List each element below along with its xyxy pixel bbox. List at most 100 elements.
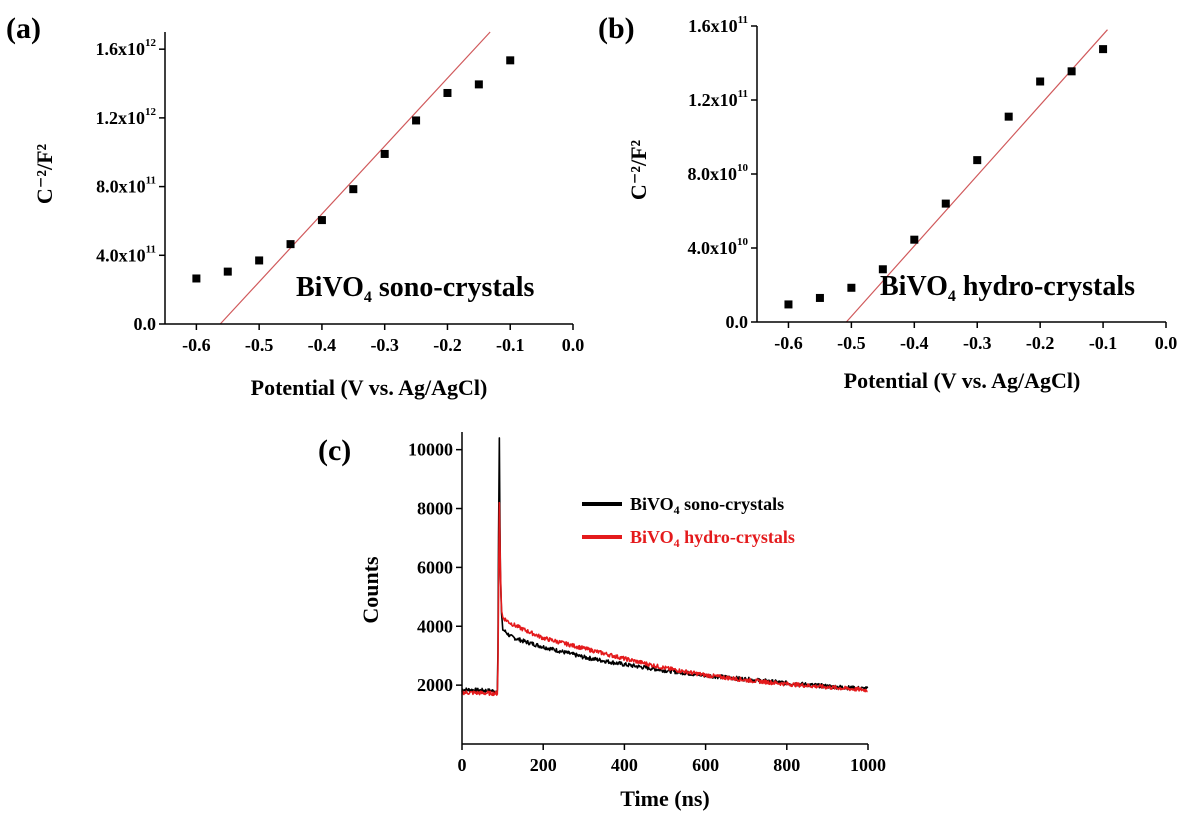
y-tick-exponent: 11	[738, 88, 748, 100]
y-tick-base: 1.6x10	[96, 39, 146, 59]
data-point	[910, 235, 919, 244]
data-point	[412, 116, 421, 125]
data-point	[878, 265, 887, 274]
panel-b-xlabel: Potential (V vs. Ag/AgCl)	[844, 368, 1081, 393]
data-point	[286, 240, 295, 249]
legend-entry-sub: 4	[674, 503, 680, 517]
legend-entry-sub: 4	[674, 536, 680, 550]
panel-a-annotation: BiVO4 sono-crystals	[296, 272, 535, 306]
panel-a-annotation-sub: 4	[364, 289, 372, 306]
panel-b-annotation-main: BiVO	[880, 271, 948, 302]
legend-entry: BiVO4 sono-crystals	[630, 494, 784, 517]
series-line	[461, 501, 868, 697]
y-tick-base: 0.0	[726, 312, 749, 332]
data-point	[349, 185, 358, 194]
y-tick-label: 4.0x1011	[96, 243, 156, 265]
legend-entry-main: BiVO	[630, 527, 674, 547]
y-tick-label: 4.0x1010	[688, 236, 749, 258]
y-tick-label: 8.0x1011	[96, 175, 156, 197]
data-point	[815, 293, 824, 302]
data-point	[1004, 112, 1013, 121]
y-tick-exponent: 11	[738, 14, 748, 26]
legend-entry-rest: sono-crystals	[680, 494, 785, 514]
panel-a-label: (a)	[6, 12, 41, 45]
y-tick-label: 1.2x1011	[688, 88, 748, 110]
y-tick-base: 8.0x10	[688, 164, 738, 184]
panel-c-xlabel: Time (ns)	[620, 786, 709, 811]
y-tick-base: 1.6x10	[688, 16, 738, 36]
x-tick-label: -0.6	[774, 333, 803, 353]
x-tick-label: -0.1	[496, 335, 525, 355]
y-tick-label: 4000	[417, 616, 453, 636]
y-tick-base: 4.0x10	[96, 245, 146, 265]
panel-a-annotation-rest: sono-crystals	[372, 272, 535, 303]
panel-b-annotation-sub: 4	[948, 288, 956, 305]
panel-a-xlabel: Potential (V vs. Ag/AgCl)	[251, 375, 488, 400]
data-point	[941, 199, 950, 208]
data-point	[973, 156, 982, 165]
y-tick-label: 1.6x1011	[688, 14, 748, 36]
x-tick-label: -0.2	[433, 335, 462, 355]
x-tick-label: -0.5	[245, 335, 274, 355]
fit-line	[219, 31, 491, 325]
x-tick-label: 600	[692, 755, 719, 775]
y-tick-exponent: 11	[146, 175, 156, 187]
y-tick-base: 1.2x10	[96, 108, 146, 128]
x-tick-label: 0	[458, 755, 467, 775]
y-tick-label: 0.0	[134, 314, 157, 334]
panel-c-label: (c)	[318, 434, 351, 467]
panel-b: (b) -0.6 -0.5 -0.4 -0.3 -0.2 -0.1 0.0 0.0 4.0x10…	[598, 12, 1177, 393]
data-point	[1099, 45, 1108, 54]
x-tick-label: 1000	[850, 755, 886, 775]
x-tick-label: -0.2	[1026, 333, 1055, 353]
y-tick-label: 1.2x1012	[96, 106, 157, 128]
y-tick-base: 8.0x10	[96, 177, 146, 197]
x-tick-label: -0.5	[837, 333, 866, 353]
y-tick-label: 8000	[417, 499, 453, 519]
x-tick-label: 200	[530, 755, 557, 775]
y-tick-label: 8.0x1010	[688, 162, 749, 184]
panel-a-annotation-main: BiVO	[296, 272, 364, 303]
y-tick-label: 1.6x1012	[96, 37, 157, 59]
panel-b-annotation-rest: hydro-crystals	[956, 271, 1135, 302]
y-tick-base: 4.0x10	[688, 238, 738, 258]
x-tick-label: 400	[611, 755, 638, 775]
fit-line	[845, 29, 1108, 323]
y-tick-base: 0.0	[134, 314, 157, 334]
y-tick-label: 10000	[408, 440, 453, 460]
y-tick-exponent: 10	[737, 236, 749, 248]
panel-b-label: (b)	[598, 12, 635, 45]
series-line	[461, 437, 869, 694]
y-tick-label: 2000	[417, 675, 453, 695]
panel-c: (c) 0 200 400 600 800 1000 2000 4000 6000 8000 100…	[318, 432, 886, 811]
data-point	[784, 300, 793, 309]
x-tick-label: 800	[773, 755, 800, 775]
x-tick-label: -0.3	[370, 335, 399, 355]
y-tick-exponent: 10	[737, 162, 749, 174]
panel-b-ylabel: C⁻²/F²	[626, 139, 651, 200]
legend-entry: BiVO4 hydro-crystals	[630, 527, 795, 550]
y-tick-exponent: 12	[145, 106, 157, 118]
data-point	[847, 283, 856, 292]
data-point	[474, 80, 483, 89]
y-tick-exponent: 12	[145, 37, 157, 49]
data-point	[317, 216, 326, 225]
x-tick-label: -0.1	[1089, 333, 1118, 353]
x-tick-label: -0.3	[963, 333, 992, 353]
data-point	[192, 274, 201, 283]
panel-a-ylabel: C⁻²/F²	[32, 143, 57, 204]
panel-b-annotation: BiVO4 hydro-crystals	[880, 271, 1135, 305]
x-tick-label: -0.6	[182, 335, 211, 355]
panel-a: (a) -0.6 -0.5 -0.4 -0.3 -0.2 -0.1 0.0 0.0 4.0x10…	[6, 12, 584, 400]
y-tick-base: 1.2x10	[688, 90, 738, 110]
x-tick-label: -0.4	[308, 335, 337, 355]
y-tick-label: 6000	[417, 557, 453, 577]
y-tick-label: 0.0	[726, 312, 749, 332]
x-tick-label: 0.0	[562, 335, 585, 355]
data-point	[506, 56, 515, 65]
legend-entry-main: BiVO	[630, 494, 674, 514]
legend-entry-rest: hydro-crystals	[680, 527, 795, 547]
data-point	[255, 256, 264, 265]
